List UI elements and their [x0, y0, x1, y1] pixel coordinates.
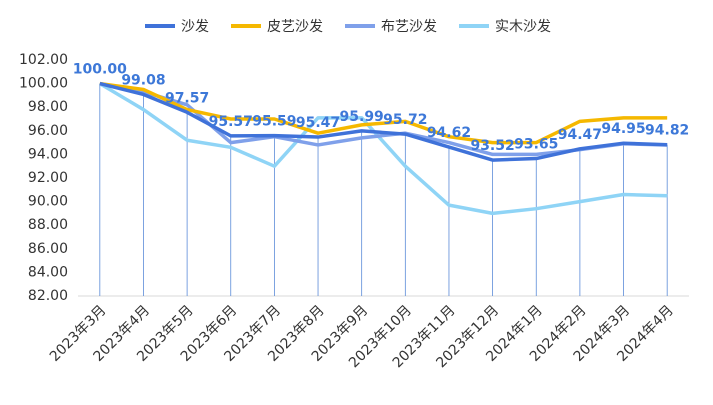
value-label: 95.47: [296, 115, 340, 131]
value-label: 95.99: [340, 109, 384, 125]
value-label: 100.00: [73, 62, 127, 78]
value-label: 95.59: [252, 114, 296, 130]
value-label: 94.82: [645, 123, 689, 139]
y-tick-label: 94.00: [28, 146, 68, 162]
value-label: 93.52: [470, 138, 514, 154]
y-tick-label: 82.00: [28, 288, 68, 304]
y-tick-label: 102.00: [19, 52, 68, 68]
series-line: [99, 81, 668, 162]
legend-label: 实木沙发: [495, 19, 551, 35]
value-label: 95.72: [383, 112, 427, 128]
y-tick-label: 92.00: [28, 170, 68, 186]
value-label: 94.95: [601, 121, 645, 137]
y-tick-label: 86.00: [28, 241, 68, 257]
y-tick-label: 90.00: [28, 194, 68, 210]
legend-label: 沙发: [181, 19, 209, 35]
value-label: 95.57: [209, 114, 253, 130]
y-tick-label: 98.00: [28, 99, 68, 115]
y-tick-label: 100.00: [19, 76, 68, 92]
y-tick-label: 84.00: [28, 264, 68, 280]
legend-label: 布艺沙发: [381, 19, 437, 35]
legend-label: 皮艺沙发: [267, 19, 323, 35]
value-label: 94.62: [427, 125, 471, 141]
value-label: 99.08: [121, 72, 165, 88]
value-label: 93.65: [514, 137, 558, 153]
y-tick-label: 96.00: [28, 123, 68, 139]
value-label: 97.57: [165, 90, 209, 106]
value-label: 94.47: [558, 127, 602, 143]
y-tick-label: 88.00: [28, 217, 68, 233]
series-line: [98, 82, 668, 216]
series-line: [99, 81, 668, 145]
